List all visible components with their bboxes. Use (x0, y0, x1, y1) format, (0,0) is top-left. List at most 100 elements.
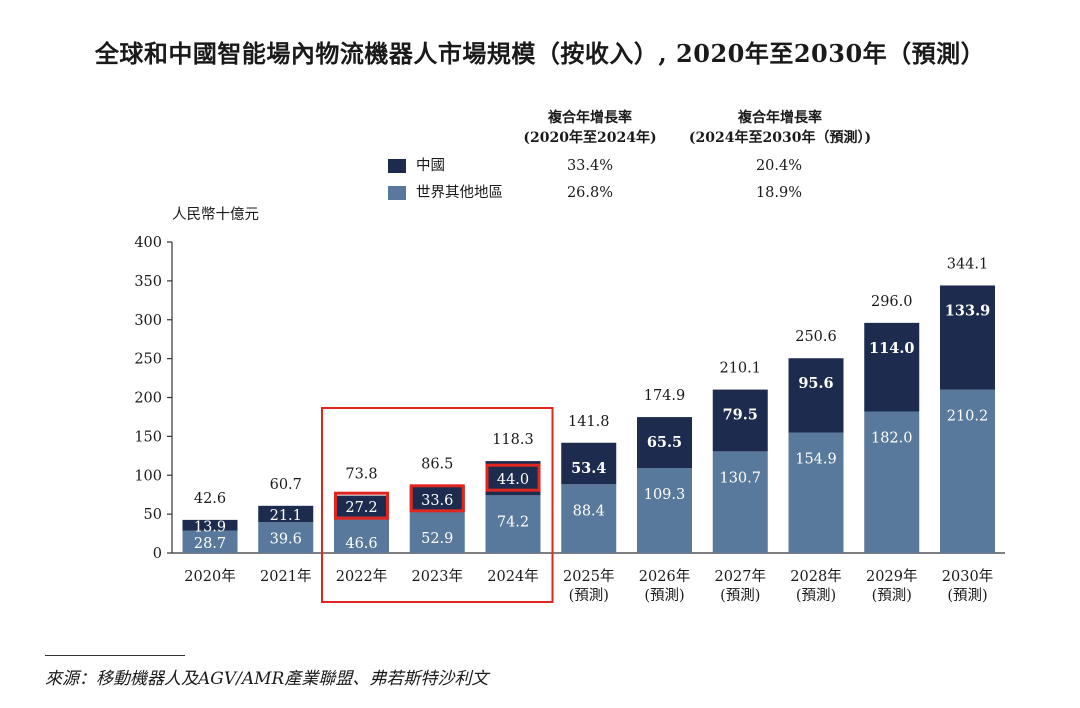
x-tick-label: 2030年 (942, 568, 993, 585)
cagr-header-2020-2024: 複合年增長率 (2020年至2024年) (475, 108, 705, 148)
x-tick-label: 2025年 (563, 568, 614, 585)
data-label-china: 44.0 (497, 472, 529, 488)
data-label-rest-of-world: 39.6 (270, 532, 302, 548)
data-label-total: 42.6 (194, 491, 226, 507)
bar-rest-of-world (712, 451, 768, 553)
data-label-china: 27.2 (345, 500, 377, 516)
bar-rest-of-world (940, 389, 995, 553)
y-tick-label: 350 (134, 274, 162, 290)
y-tick-label: 250 (134, 352, 162, 368)
data-label-china: 65.5 (647, 434, 682, 451)
chart-title: 全球和中國智能場內物流機器人市場規模（按收入）, 2020年至2030年（預測） (94, 39, 986, 68)
bar-rest-of-world (485, 495, 541, 553)
data-label-total: 118.3 (492, 432, 534, 448)
cagr-china-2024-2030: 20.4% (755, 158, 803, 174)
cagr-china-2020-2024: 33.4% (566, 158, 614, 174)
data-label-total: 86.5 (421, 457, 453, 473)
data-label-china: 79.5 (723, 407, 758, 424)
x-tick-label: 2024年 (487, 568, 538, 585)
highlight-box-china-value (485, 463, 541, 492)
data-label-total: 250.6 (795, 329, 837, 345)
data-label-rest-of-world: 154.9 (795, 452, 837, 468)
data-label-rest-of-world: 74.2 (497, 514, 529, 530)
data-label-rest-of-world: 130.7 (719, 470, 761, 486)
bar-china (258, 505, 314, 523)
y-axis-unit-label: 人民幣十億元 (172, 207, 259, 223)
data-label-rest-of-world: 88.4 (573, 503, 605, 519)
y-tick-label: 50 (144, 507, 162, 523)
legend-label-rest-of-world: 世界其他地區 (416, 185, 503, 201)
x-tick-label: 2020年 (184, 568, 235, 585)
bar-china (712, 389, 768, 452)
data-label-total: 296.0 (871, 294, 913, 310)
cagr-header-period: (2020年至2024年) (523, 130, 657, 146)
data-label-china: 114.0 (869, 340, 914, 357)
bar-china (940, 285, 995, 390)
bar-china (864, 322, 920, 412)
x-tick-sublabel: (預測) (796, 587, 836, 604)
data-label-rest-of-world: 109.3 (644, 487, 686, 503)
cagr-header-line: 複合年增長率 (738, 110, 822, 126)
data-label-rest-of-world: 28.7 (194, 536, 226, 552)
bar-rest-of-world (182, 530, 238, 553)
legend-swatch-china (388, 159, 406, 173)
y-tick-label: 300 (134, 313, 162, 329)
bar-rest-of-world (334, 516, 389, 553)
data-label-china: 53.4 (571, 460, 606, 477)
cagr-header-line: 複合年增長率 (548, 110, 632, 126)
bar-rest-of-world (258, 522, 314, 553)
bar-rest-of-world (409, 511, 465, 553)
data-label-china: 21.1 (270, 508, 302, 524)
data-label-total: 344.1 (947, 256, 989, 272)
bar-rest-of-world (864, 411, 920, 553)
y-tick-label: 150 (134, 429, 162, 445)
highlight-box-china-value (409, 484, 465, 513)
data-label-total: 60.7 (270, 477, 302, 493)
x-tick-label: 2022年 (336, 568, 387, 585)
bar-rest-of-world (561, 484, 617, 553)
x-tick-label: 2023年 (412, 568, 463, 585)
source-note: 來源：移動機器人及AGV/AMR產業聯盟、弗若斯特沙利文 (45, 669, 489, 689)
x-tick-sublabel: (預測) (947, 587, 987, 604)
cagr-header-2024-2030: 複合年增長率 (2024年至2030年（預測）) (665, 108, 895, 148)
x-tick-sublabel: (預測) (720, 587, 760, 604)
data-label-total: 174.9 (644, 388, 686, 404)
highlight-box-china-value (334, 491, 389, 520)
legend-label-china: 中國 (416, 158, 445, 174)
source-divider (45, 655, 185, 656)
bar-china (561, 442, 617, 485)
data-label-rest-of-world: 52.9 (421, 531, 453, 547)
cagr-rest-of-world-2020-2024: 26.8% (566, 185, 614, 201)
data-label-total: 210.1 (719, 361, 761, 377)
y-tick-label: 400 (134, 235, 162, 251)
data-label-china: 13.9 (194, 519, 226, 535)
x-tick-label: 2021年 (260, 568, 311, 585)
data-label-rest-of-world: 46.6 (345, 536, 377, 552)
bar-china (788, 358, 844, 433)
bar-china (182, 519, 238, 531)
x-tick-label: 2029年 (866, 568, 917, 585)
x-tick-sublabel: (預測) (569, 587, 609, 604)
legend-swatch-rest-of-world (388, 186, 406, 200)
bar-china (637, 417, 692, 469)
x-tick-label: 2028年 (790, 568, 841, 585)
y-tick-label: 200 (134, 391, 162, 407)
x-tick-label: 2027年 (715, 568, 766, 585)
y-tick-label: 0 (153, 546, 162, 562)
data-label-rest-of-world: 210.2 (947, 409, 989, 425)
bar-rest-of-world (788, 432, 844, 553)
cagr-rest-of-world-2024-2030: 18.9% (755, 185, 803, 201)
x-tick-sublabel: (預測) (644, 587, 684, 604)
bar-china (334, 495, 389, 517)
data-label-china: 95.6 (798, 375, 833, 392)
x-tick-label: 2026年 (639, 568, 690, 585)
highlight-region-box (321, 407, 554, 603)
bar-rest-of-world (637, 468, 692, 553)
data-label-china: 133.9 (945, 302, 990, 319)
bar-china (409, 485, 465, 512)
cagr-header-period: (2024年至2030年（預測）) (688, 130, 872, 146)
data-label-rest-of-world: 182.0 (871, 430, 913, 446)
y-tick-label: 100 (134, 468, 162, 484)
x-tick-sublabel: (預測) (872, 587, 912, 604)
